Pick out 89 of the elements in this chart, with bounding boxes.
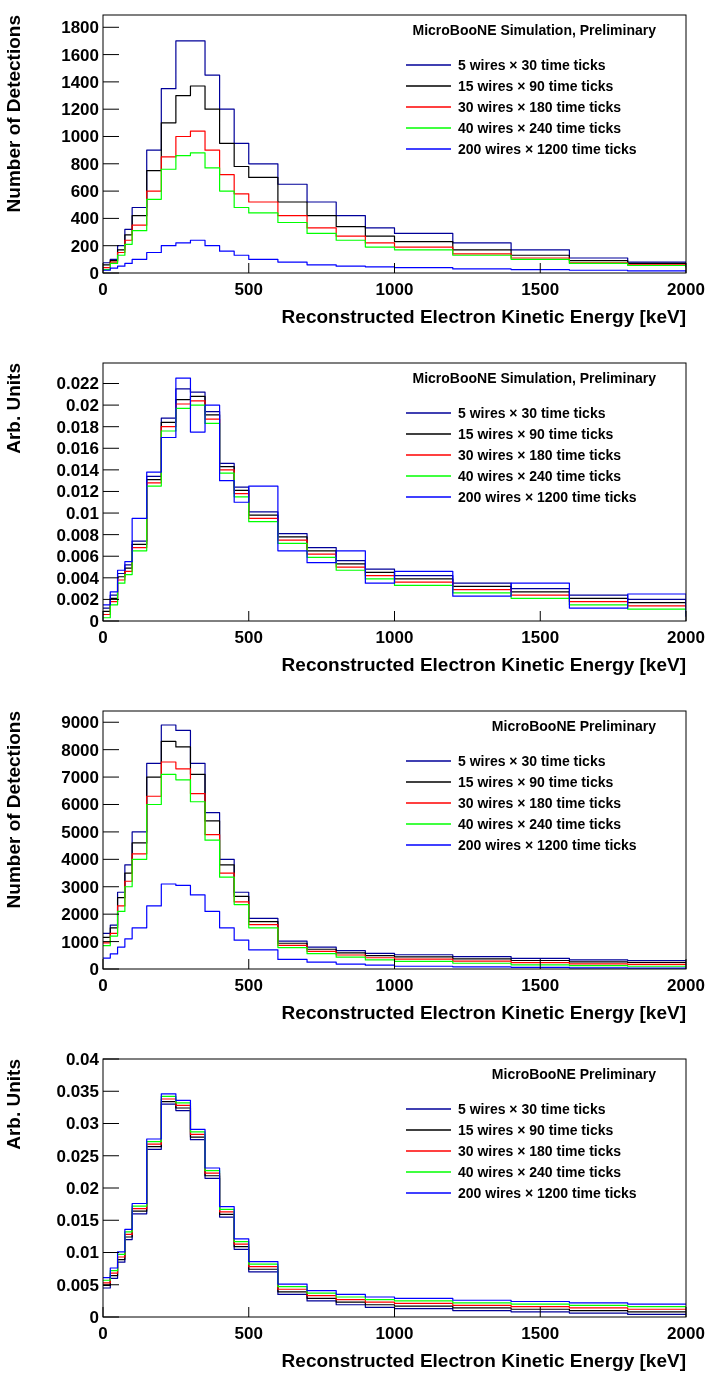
x-tick-label: 500: [234, 628, 263, 647]
x-axis-title: Reconstructed Electron Kinetic Energy [keV]: [281, 1350, 686, 1371]
x-tick-label: 1500: [521, 1324, 560, 1343]
y-tick-label: 6000: [61, 795, 99, 815]
x-tick-label: 2000: [667, 280, 705, 299]
legend-label: 40 wires × 240 time ticks: [458, 119, 622, 136]
x-tick-label: 500: [234, 1324, 263, 1343]
y-tick-label: 0.02: [65, 1178, 99, 1198]
y-tick-label: 0.016: [56, 439, 99, 459]
legend-label: 15 wires × 90 time ticks: [458, 1121, 614, 1138]
y-tick-label: 0.01: [65, 1243, 99, 1263]
y-tick-label: 1600: [61, 45, 99, 65]
y-tick-label: 0.006: [56, 547, 99, 567]
y-tick-label: 8000: [61, 740, 99, 760]
y-tick-label: 1200: [61, 100, 99, 120]
y-tick-label: 0.014: [56, 460, 100, 480]
x-tick-label: 1000: [375, 976, 414, 995]
x-tick-label: 1500: [521, 280, 560, 299]
y-tick-label: 400: [70, 209, 99, 229]
y-tick-label: 0.03: [65, 1114, 99, 1134]
x-tick-label: 500: [234, 976, 263, 995]
x-tick-label: 1000: [375, 280, 414, 299]
y-tick-label: 0: [89, 1307, 99, 1327]
legend-label: 40 wires × 240 time ticks: [458, 467, 622, 484]
y-axis-title: Arb. Units: [3, 1059, 24, 1150]
y-tick-label: 0.022: [56, 374, 99, 394]
y-tick-label: 0: [89, 611, 99, 631]
y-tick-label: 1800: [61, 18, 99, 38]
legend-label: 30 wires × 180 time ticks: [458, 1142, 622, 1159]
y-tick-label: 0: [89, 263, 99, 283]
y-tick-label: 2000: [61, 905, 99, 925]
x-tick-label: 500: [234, 280, 263, 299]
y-tick-label: 0.025: [56, 1146, 99, 1166]
y-tick-label: 0.018: [56, 417, 99, 437]
x-tick-label: 1500: [521, 976, 560, 995]
y-tick-label: 1400: [61, 72, 99, 92]
x-tick-label: 1000: [375, 628, 414, 647]
y-tick-label: 0.008: [56, 525, 99, 545]
x-axis-title: Reconstructed Electron Kinetic Energy [keV]: [281, 306, 686, 327]
x-tick-label: 2000: [667, 628, 705, 647]
legend-label: 200 wires × 1200 time ticks: [458, 140, 637, 157]
y-tick-label: 0.005: [56, 1275, 99, 1295]
x-tick-label: 1000: [375, 1324, 414, 1343]
text: MicroBooNE Simulation, Preliminary: [412, 370, 657, 386]
legend-label: 40 wires × 240 time ticks: [458, 1163, 622, 1180]
y-tick-label: 5000: [61, 822, 99, 842]
y-axis-title: Number of Detections: [3, 711, 24, 909]
y-axis-title: Number of Detections: [3, 15, 24, 213]
y-tick-label: 0.035: [56, 1082, 99, 1102]
legend-label: 30 wires × 180 time ticks: [458, 446, 622, 463]
legend-label: 15 wires × 90 time ticks: [458, 77, 614, 94]
y-tick-label: 0.012: [56, 482, 99, 502]
y-tick-label: 200: [70, 236, 99, 256]
y-tick-label: 1000: [61, 127, 99, 147]
x-axis-title: Reconstructed Electron Kinetic Energy [keV]: [281, 1002, 686, 1023]
legend-label: 15 wires × 90 time ticks: [458, 773, 614, 790]
y-tick-label: 0.002: [56, 590, 99, 610]
y-tick-label: 0.02: [65, 396, 99, 416]
y-axis-title: Arb. Units: [3, 363, 24, 454]
y-tick-label: 0.04: [65, 1049, 100, 1069]
legend-label: 5 wires × 30 time ticks: [458, 56, 606, 73]
x-axis-title: Reconstructed Electron Kinetic Energy [keV]: [281, 654, 686, 675]
legend-label: 200 wires × 1200 time ticks: [458, 836, 637, 853]
x-tick-label: 2000: [667, 1324, 705, 1343]
y-tick-label: 0.01: [65, 504, 99, 523]
legend-label: 40 wires × 240 time ticks: [458, 815, 622, 832]
y-tick-label: 0.015: [56, 1211, 99, 1231]
legend-label: 15 wires × 90 time ticks: [458, 425, 614, 442]
text: MicroBooNE Simulation, Preliminary: [412, 22, 657, 38]
y-tick-label: 800: [70, 154, 99, 174]
y-tick-label: 600: [70, 182, 99, 202]
y-tick-label: 3000: [61, 877, 99, 897]
y-tick-label: 4000: [61, 850, 99, 870]
x-tick-label: 1500: [521, 628, 560, 647]
text: MicroBooNE Preliminary: [491, 718, 657, 734]
y-tick-label: 0.004: [56, 568, 100, 588]
text: MicroBooNE Preliminary: [491, 1066, 657, 1082]
legend-label: 200 wires × 1200 time ticks: [458, 1184, 637, 1201]
y-tick-label: 7000: [61, 768, 99, 788]
y-tick-label: 9000: [61, 713, 99, 733]
legend-label: 5 wires × 30 time ticks: [458, 752, 606, 769]
legend-label: 5 wires × 30 time ticks: [458, 404, 606, 421]
x-tick-label: 2000: [667, 976, 705, 995]
legend-label: 30 wires × 180 time ticks: [458, 794, 622, 811]
legend-label: 30 wires × 180 time ticks: [458, 98, 622, 115]
y-tick-label: 1000: [61, 932, 99, 952]
y-tick-label: 0: [89, 959, 99, 979]
legend-label: 200 wires × 1200 time ticks: [458, 488, 637, 505]
legend-label: 5 wires × 30 time ticks: [458, 1100, 606, 1117]
